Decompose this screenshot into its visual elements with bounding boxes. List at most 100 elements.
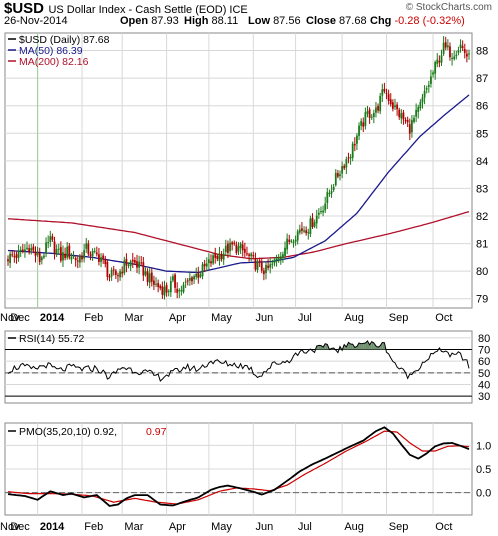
price-bar-body <box>307 232 310 234</box>
price-bar-body <box>411 120 413 133</box>
price-bar-body <box>98 254 100 262</box>
price-bar-body <box>459 44 462 49</box>
price-bar-body <box>21 249 24 252</box>
price-bar-body <box>360 121 363 126</box>
copyright-notice: © StockCharts.com <box>405 2 492 13</box>
price-bar-body <box>127 264 130 266</box>
price-bar-body <box>76 260 79 262</box>
price-bar-body <box>440 55 443 63</box>
price-bar-body <box>172 276 174 281</box>
price-bar-body <box>351 143 354 158</box>
price-bar-body <box>434 61 437 74</box>
x-tick-label: 2014 <box>40 521 65 533</box>
high-label: High <box>184 15 209 27</box>
pmo-gridlines <box>5 423 472 515</box>
price-bar-body <box>356 135 358 144</box>
price-bar-body <box>30 247 33 251</box>
price-bar-body <box>214 253 217 258</box>
price-y-tick-label: 87 <box>476 73 488 85</box>
price-bar-body <box>341 166 344 174</box>
x-tick-label: Jul <box>298 312 312 324</box>
price-bar-body <box>250 253 253 257</box>
legend-entry: MA(50) 86.39 <box>19 45 83 57</box>
price-bar-body <box>195 273 198 277</box>
price-bar-body <box>201 264 204 277</box>
price-y-tick-label: 81 <box>476 239 488 251</box>
price-bar-body <box>184 281 187 283</box>
price-bar-body <box>402 112 405 120</box>
price-bar-body <box>150 272 153 282</box>
rsi-y-tick-label: 80 <box>478 333 490 345</box>
price-bar-body <box>343 165 346 169</box>
price-bar-body <box>252 255 255 257</box>
price-bar-body <box>313 222 316 227</box>
price-bar-body <box>364 112 367 126</box>
price-bar-body <box>239 243 242 249</box>
quote-close: Close 87.68 <box>306 15 367 27</box>
price-bar-body <box>106 262 109 277</box>
price-bar-body <box>375 107 377 113</box>
x-tick-label: Jun <box>256 521 274 533</box>
price-bar-body <box>62 252 64 261</box>
price-x-axis: Dec 2014 Feb Mar Apr May Jun Jul Aug Sep Oct Nov <box>0 312 452 324</box>
price-bar-body <box>95 252 98 255</box>
price-bar-body <box>218 253 221 261</box>
x-tick-label: Jun <box>256 312 274 324</box>
price-bar-body <box>421 97 424 103</box>
price-bar-body <box>282 254 284 257</box>
price-bar-body <box>102 255 105 259</box>
price-bar-body <box>258 260 261 263</box>
price-bar-body <box>468 53 470 55</box>
price-bar-body <box>294 239 297 242</box>
price-bar-body <box>207 259 210 264</box>
price-bar-body <box>78 256 81 263</box>
x-tick-label: May <box>211 521 232 533</box>
price-bar-body <box>423 90 426 98</box>
price-bar-body <box>136 261 138 268</box>
price-bar-body <box>328 193 331 195</box>
price-bar-body <box>36 253 39 255</box>
price-y-tick-label: 79 <box>476 294 488 306</box>
price-bar-body <box>129 261 132 267</box>
legend-entry: PMO(35,20,10) 0.92, <box>19 426 117 438</box>
price-bar-body <box>370 116 373 118</box>
price-bar-body <box>449 46 451 58</box>
price-bar-body <box>260 261 263 271</box>
price-bar-body <box>336 173 339 177</box>
price-bar-body <box>72 256 75 258</box>
quote-low: Low 87.56 <box>248 15 301 27</box>
price-bar-body <box>246 253 248 255</box>
price-bar-body <box>235 244 238 254</box>
price-bar-body <box>108 276 111 278</box>
x-tick-label: Mar <box>124 312 143 324</box>
low-label: Low <box>248 15 270 27</box>
price-bar-body <box>45 242 47 254</box>
price-bar-body <box>387 94 390 101</box>
price-bar-body <box>298 229 301 233</box>
price-bar-body <box>114 270 117 275</box>
x-tick-label: Dec <box>10 521 30 533</box>
price-bar-body <box>417 107 420 112</box>
rsi-fill-segment <box>367 340 370 350</box>
price-bar-body <box>174 274 176 288</box>
price-bar-body <box>358 125 360 136</box>
price-bar-body <box>68 245 71 258</box>
rsi-fill-segment <box>325 343 328 350</box>
price-bar-body <box>55 249 58 255</box>
price-bar-body <box>256 261 259 270</box>
price-bar-body <box>444 42 447 48</box>
price-bar-body <box>326 192 329 204</box>
price-bar-body <box>396 104 399 110</box>
price-bar-body <box>362 122 365 127</box>
price-bar-body <box>178 290 181 292</box>
price-bar-body <box>11 254 14 256</box>
price-bar-body <box>197 272 200 278</box>
price-bar-body <box>463 49 466 53</box>
price-bar-body <box>237 246 240 252</box>
price-bar-body <box>66 246 69 258</box>
price-bar-body <box>229 242 231 252</box>
price-bar-body <box>59 247 62 261</box>
x-tick-label: Jul <box>298 521 312 533</box>
